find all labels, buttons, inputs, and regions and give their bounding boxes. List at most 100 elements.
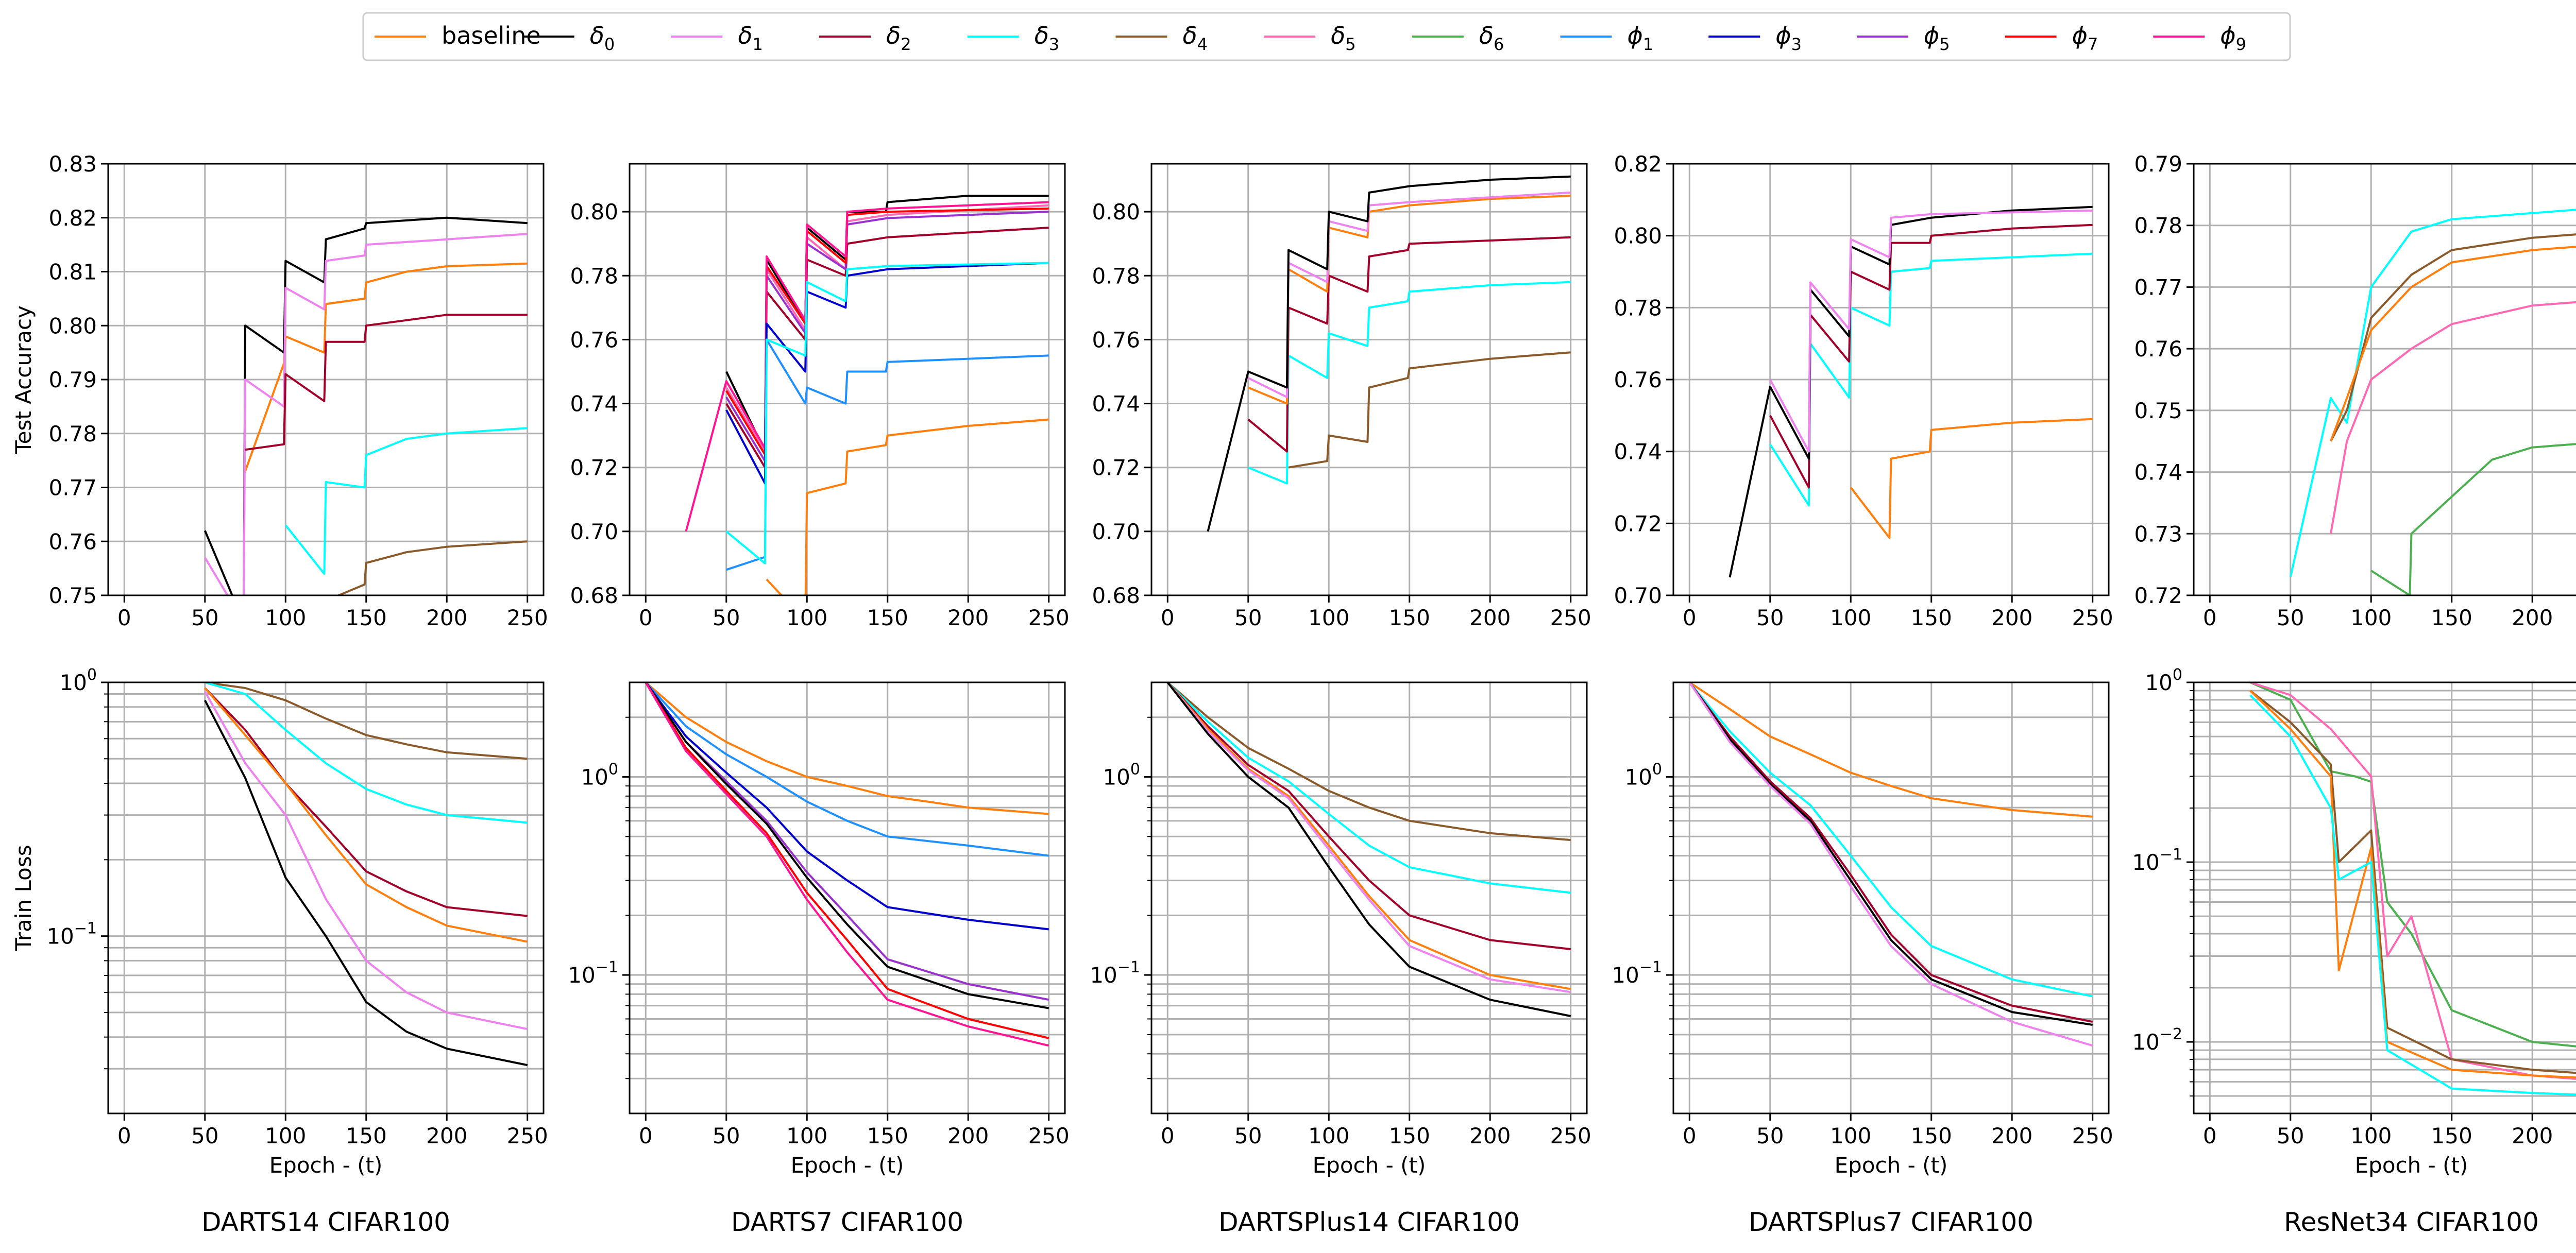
loss-frame [1672,681,2110,1114]
accuracy-ytick-label: 0.75 [48,583,97,608]
accuracy-xtick-label: 150 [867,605,908,630]
accuracy-xtick-label: 150 [1389,605,1430,630]
loss-line-p7 [645,682,1049,1039]
x-axis-label: Epoch - (t) [791,1153,904,1178]
accuracy-ytick-label: 0.82 [48,205,97,231]
accuracy-xtick-label: 0 [1161,605,1175,630]
loss-line-d0 [204,699,528,1067]
legend-label: δ1 [738,22,763,54]
legend-subscript: 0 [604,35,615,54]
panels: 0 50 100 150 200 250 0.75 0.76 0.77 0.78 0.79 0.80 0… [11,151,2576,1237]
loss-line-d2 [204,687,528,917]
legend-label: δ2 [886,22,911,54]
loss-xtick-label: 150 [867,1123,908,1148]
loss-line-baseline [2249,690,2576,1079]
accuracy-ytick-label: 0.68 [1092,583,1140,608]
accuracy-xtick-label: 200 [1469,605,1511,630]
loss-xtick-label: 100 [2350,1123,2392,1148]
x-axis-label: Epoch - (t) [1835,1153,1948,1178]
legend-item-d3: δ3 [967,22,1060,54]
loss-xtick-label: 50 [1756,1123,1784,1148]
accuracy-ytick-label: 0.76 [570,327,618,352]
accuracy-ytick-label: 0.79 [48,367,97,392]
loss-xtick-label: 50 [191,1123,218,1148]
loss-line-d0 [645,682,1049,1009]
accuracy-ytick-label: 0.72 [1614,511,1662,536]
loss-xtick-label: 150 [2431,1123,2472,1148]
accuracy-xtick-label: 0 [1683,605,1697,630]
accuracy-xtick-label: 150 [1911,605,1952,630]
accuracy-ytick-label: 0.80 [1614,224,1662,249]
accuracy-ytick-label: 0.77 [2134,274,2182,300]
accuracy-xtick-label: 150 [2431,605,2472,630]
legend-symbol: δ [1479,22,1494,49]
accuracy-frame [2193,163,2576,596]
accuracy-series [1207,175,1571,532]
loss-series [1166,682,1571,1017]
accuracy-xtick-label: 100 [1830,605,1871,630]
loss-xtick-label: 100 [1830,1123,1871,1148]
loss-ytick-label: 100 [581,761,618,790]
accuracy-ytick-label: 0.74 [1092,391,1140,417]
legend-symbol: δ [1182,22,1197,49]
accuracy-frame [1150,163,1588,596]
legend-label: δ3 [1035,22,1060,54]
loss-axes: 0 50 100 150 200 250 100 10−1 Train Loss Epoch - … [11,666,548,1178]
accuracy-ytick-label: 0.83 [48,151,97,177]
legend-subscript: 5 [1345,35,1355,54]
accuracy-ytick-label: 0.78 [570,263,618,288]
loss-ytick-label: 100 [2145,666,2182,695]
panel-title: ResNet34 CIFAR100 [2284,1207,2539,1237]
legend-subscript: 3 [1049,35,1059,54]
accuracy-xtick-label: 100 [2350,605,2392,630]
loss-line-d3 [1688,682,2093,998]
panel-5: 0501001502002500.720.730.740.750.760.770… [2132,151,2576,1237]
accuracy-ytick-label: 0.78 [1092,263,1140,288]
legend-symbol: ϕ [1628,22,1643,49]
panel-title: DARTS7 CIFAR100 [731,1207,963,1237]
accuracy-ytick-label: 0.81 [48,260,97,285]
accuracy-axes: 0501001502002500.720.730.740.750.760.770… [2134,151,2576,630]
loss-frame [2193,681,2576,1114]
accuracy-ytick-label: 0.72 [1092,455,1140,480]
x-axis-label: Epoch - (t) [2355,1153,2468,1178]
accuracy-ytick-label: 0.74 [570,391,618,417]
legend-item-p7: ϕ7 [2005,22,2098,54]
loss-line-d4 [2249,690,2576,1074]
loss-xtick-label: 0 [1161,1123,1175,1148]
loss-line-d6 [2249,682,2576,1048]
accuracy-xtick-label: 100 [786,605,827,630]
accuracy-ytick-label: 0.70 [570,519,618,544]
legend-subscript: 1 [753,35,763,54]
legend-symbol: ϕ [1775,22,1791,49]
accuracy-line-baseline [244,262,528,472]
accuracy-series [685,195,1049,595]
accuracy-ytick-label: 0.76 [2134,336,2182,362]
loss-ytick-label: 10−2 [2132,1025,2182,1055]
loss-line-baseline [204,687,528,943]
accuracy-frame [107,163,545,596]
legend-item-d6: δ6 [1412,22,1504,54]
legend-label: δ5 [1331,22,1356,54]
loss-axes: 0 50 100 150 200 250 100 10−1 Epoch - (t) [568,681,1070,1178]
accuracy-line-p9 [685,201,1049,532]
accuracy-ytick-label: 0.77 [48,475,97,501]
loss-line-d4 [205,682,528,760]
accuracy-xtick-label: 0 [2203,605,2217,630]
accuracy-ytick-label: 0.74 [1614,439,1662,465]
legend-subscript: 1 [1643,35,1653,54]
accuracy-ytick-label: 0.72 [570,455,618,480]
legend-symbol: ϕ [2220,22,2235,49]
loss-line-d3 [205,682,528,824]
accuracy-ytick-label: 0.78 [48,421,97,447]
accuracy-xtick-label: 250 [2072,605,2113,630]
loss-line-d1 [204,691,528,1031]
accuracy-xtick-label: 100 [265,605,306,630]
loss-ytick-label: 100 [1103,761,1140,790]
legend-item-d2: δ2 [819,22,911,54]
loss-xtick-label: 50 [2277,1123,2304,1148]
legend-symbol: δ [1035,22,1049,49]
loss-line-d2 [1688,682,2093,1023]
loss-xtick-label: 50 [713,1123,740,1148]
